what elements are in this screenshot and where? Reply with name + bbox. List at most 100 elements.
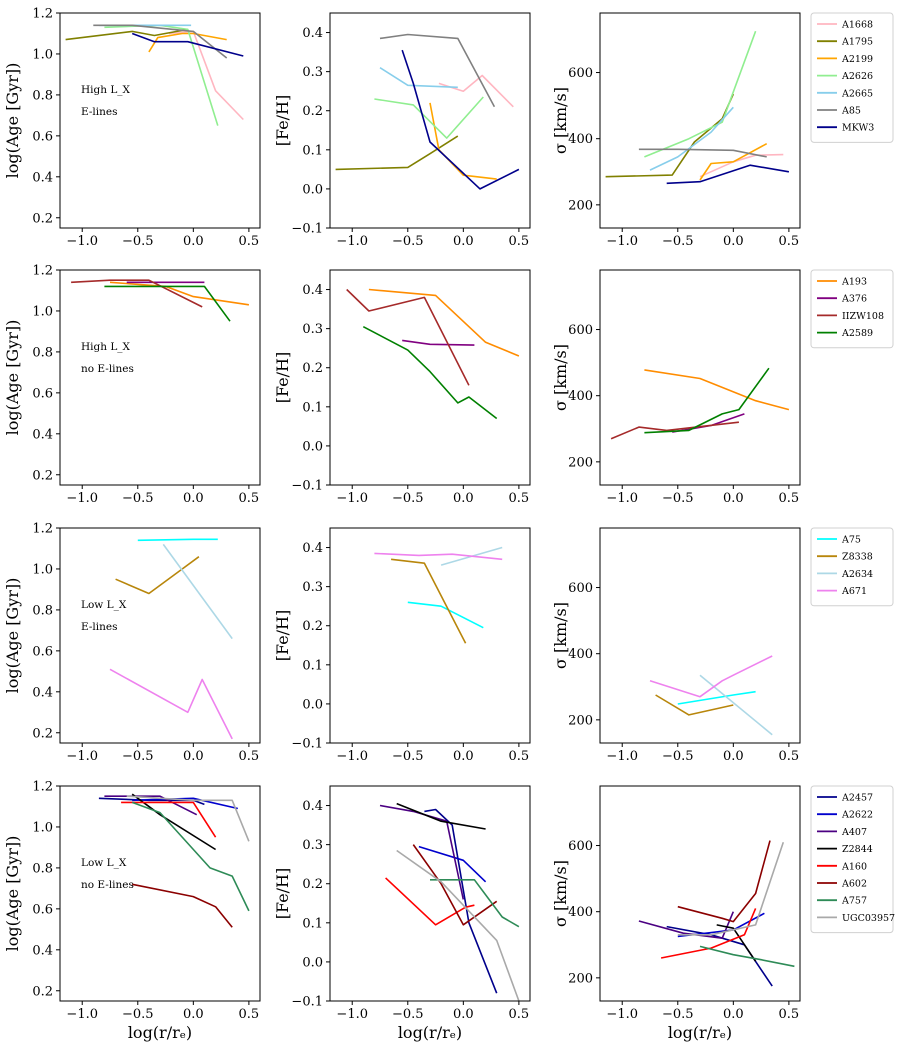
x-tick-label: −1.0 (66, 491, 98, 506)
series-line-iizw108 (71, 279, 203, 308)
x-tick-label: −1.0 (606, 234, 638, 249)
series-line-a2589 (104, 285, 231, 322)
legend-label-a2589: A2589 (841, 328, 873, 339)
y-tick-label: 400 (568, 132, 593, 147)
legend-row-2: A193 A376 IIZW108 A2589 (810, 269, 894, 349)
x-tick-label: −0.5 (392, 234, 424, 249)
y-tick-label: 200 (568, 971, 593, 986)
series-line-a193 (368, 288, 520, 357)
panel-r4-sigma: −1.0 −0.5 0.0 0.5 200 400 600 σ [km/s] log(r/rₑ) (551, 785, 801, 1042)
series-line-a2589 (644, 367, 770, 434)
y-axis-label-age: log(Age [Gyr]) (3, 320, 22, 436)
x-tick-label: −1.0 (606, 1007, 638, 1022)
y-tick-label: 0.8 (32, 345, 53, 360)
series-line-a75 (137, 538, 218, 542)
legend-label-a407: A407 (841, 827, 867, 838)
y-axis-label-age: log(Age [Gyr]) (3, 578, 22, 694)
legend-box (810, 269, 894, 349)
legend-label-a1668: A1668 (841, 20, 873, 31)
x-tick-label: −0.5 (392, 1007, 424, 1022)
legend-label-a2626: A2626 (841, 71, 873, 82)
y-tick-label: 0.2 (302, 877, 323, 892)
y-tick-label: 0.4 (32, 427, 53, 442)
legend-label-ugc03957: UGC03957 (842, 913, 895, 924)
legend-label-a602: A602 (841, 879, 867, 890)
y-tick-label: 0.1 (302, 658, 323, 673)
legend-box (810, 527, 894, 607)
legend-label-a376: A376 (841, 294, 867, 305)
y-tick-label: 0.1 (302, 916, 323, 931)
x-tick-label: 0.5 (239, 1007, 260, 1022)
series-line-a602 (677, 840, 771, 923)
y-tick-label: 0.4 (32, 943, 53, 958)
series-line-z8338 (655, 694, 734, 716)
series-line-a2457 (98, 797, 205, 806)
series-line-a85 (93, 24, 228, 59)
series-line-a193 (109, 281, 250, 306)
legend-row-3: A75 Z8338 A2634 A671 (810, 527, 894, 607)
y-tick-label: 0.6 (32, 386, 53, 401)
series-line-iizw108 (610, 421, 739, 440)
panel-annotation-line-2: no E-lines (81, 363, 134, 375)
series-line-mkw3 (131, 32, 244, 57)
y-tick-label: 200 (568, 455, 593, 470)
legend-label-a757: A757 (841, 896, 867, 907)
legend-label-a2634: A2634 (841, 569, 873, 580)
legend-label-a2457: A2457 (841, 793, 873, 804)
y-tick-label: 1.0 (32, 562, 53, 577)
y-tick-label: 0.4 (302, 541, 323, 556)
legend-label-a85: A85 (841, 106, 861, 117)
x-tick-label: −0.5 (662, 1007, 694, 1022)
legend-label-a2199: A2199 (841, 54, 873, 65)
y-tick-label: 1.0 (32, 820, 53, 835)
panel-r2-feh: −1.0 −0.5 0.0 0.5 −0.1 0.0 0.1 0.2 0.3 0.4 [Fe/H] (273, 269, 531, 506)
x-tick-label: 0.5 (239, 234, 260, 249)
y-tick-label: 200 (568, 198, 593, 213)
series-line-z2844 (396, 802, 486, 830)
series-line-a376 (402, 339, 475, 346)
legend-label-a671: A671 (841, 586, 867, 597)
panel-r1-age: −1.0 −0.5 0.0 0.5 0.2 0.4 0.6 0.8 1.0 1.2 log(Age … (3, 7, 261, 249)
y-axis-label-feh: [Fe/H] (273, 868, 292, 920)
x-tick-label: 0.5 (509, 749, 530, 764)
y-tick-label: 0.2 (32, 468, 53, 483)
x-tick-label: −0.5 (122, 491, 154, 506)
panel-annotation-line-2: E-lines (81, 621, 118, 633)
y-tick-label: 0.2 (302, 361, 323, 376)
panel-r1-feh: −1.0 −0.5 0.0 0.5 −0.1 0.0 0.1 0.2 0.3 0.4 [Fe/H] (273, 12, 531, 249)
panel-r3-age: −1.0 −0.5 0.0 0.5 0.2 0.4 0.6 0.8 1.0 1.2 log(Age … (3, 522, 261, 764)
y-tick-label: 0.2 (32, 211, 53, 226)
x-tick-label: 0.0 (183, 491, 204, 506)
y-tick-label: 0.3 (302, 580, 323, 595)
series-line-a2199 (429, 102, 497, 180)
series-line-a407 (104, 795, 198, 816)
legend-label-iizw108: IIZW108 (842, 311, 884, 322)
series-line-iizw108 (346, 288, 470, 386)
panel-annotation-line-2: no E-lines (81, 879, 134, 891)
x-tick-label: −1.0 (336, 749, 368, 764)
axes-frame (599, 785, 801, 1002)
series-line-a193 (644, 369, 790, 411)
y-tick-label: 0.1 (302, 143, 323, 158)
y-tick-label: 0.2 (302, 104, 323, 119)
panel-r3-feh: −1.0 −0.5 0.0 0.5 −0.1 0.0 0.1 0.2 0.3 0.4 [Fe/H] (273, 527, 531, 764)
y-tick-label: 400 (568, 389, 593, 404)
series-line-a2622 (132, 797, 238, 810)
y-tick-label: −0.1 (291, 479, 323, 494)
x-tick-label: 0.5 (239, 491, 260, 506)
series-line-a2626 (104, 24, 219, 126)
y-axis-label-sigma: σ [km/s] (551, 602, 570, 669)
x-tick-label: 0.0 (453, 234, 474, 249)
series-line-ugc03957 (126, 795, 250, 842)
series-line-a85 (379, 33, 496, 108)
y-axis-label-feh: [Fe/H] (273, 352, 292, 404)
x-tick-label: 0.5 (779, 1007, 800, 1022)
y-tick-label: 0.8 (32, 88, 53, 103)
legend-label-a160: A160 (841, 861, 867, 872)
y-tick-label: 600 (568, 581, 593, 596)
axes-frame (599, 12, 801, 229)
series-line-a2626 (374, 96, 484, 139)
y-tick-label: 0.4 (32, 170, 53, 185)
legend-label-z2844: Z2844 (842, 844, 873, 855)
y-tick-label: 1.0 (32, 47, 53, 62)
